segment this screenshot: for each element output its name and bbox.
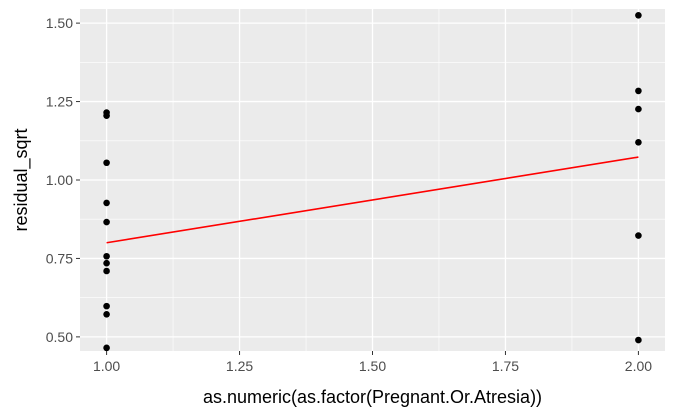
data-point <box>635 336 642 344</box>
data-point <box>103 252 110 260</box>
y-axis: 0.50 0.75 1.00 1.25 1.50 <box>46 15 80 345</box>
x-tick-label: 1.75 <box>492 358 519 374</box>
x-tick-label: 2.00 <box>625 358 652 374</box>
y-tick-label: 0.50 <box>46 329 73 345</box>
y-tick-label: 1.25 <box>46 94 73 110</box>
fit-line <box>106 156 639 244</box>
x-tick-label: 1.50 <box>359 358 386 374</box>
major-grid <box>80 9 665 351</box>
data-point <box>635 105 642 113</box>
x-tick-label: 1.25 <box>226 358 253 374</box>
points-layer <box>103 11 642 352</box>
data-point <box>103 259 110 267</box>
data-point <box>103 267 110 275</box>
data-point <box>635 11 642 19</box>
x-axis-title: as.numeric(as.factor(Pregnant.Or.Atresia… <box>203 387 542 407</box>
data-point <box>103 112 110 119</box>
fit-line-layer <box>106 156 639 244</box>
data-point <box>635 232 642 239</box>
y-tick-label: 0.75 <box>46 250 73 266</box>
data-point <box>103 218 110 226</box>
data-point <box>103 344 110 352</box>
x-axis: 1.00 1.25 1.50 1.75 2.00 <box>93 351 652 374</box>
y-axis-title: residual_sqrt <box>11 128 32 231</box>
y-tick-label: 1.00 <box>46 172 73 188</box>
data-point <box>103 199 110 207</box>
data-point <box>103 302 110 310</box>
x-tick-label: 1.00 <box>93 358 120 374</box>
y-tick-label: 1.50 <box>46 15 73 31</box>
data-point <box>635 139 642 146</box>
data-point <box>103 310 110 318</box>
data-point <box>635 87 642 95</box>
data-point <box>103 159 110 167</box>
